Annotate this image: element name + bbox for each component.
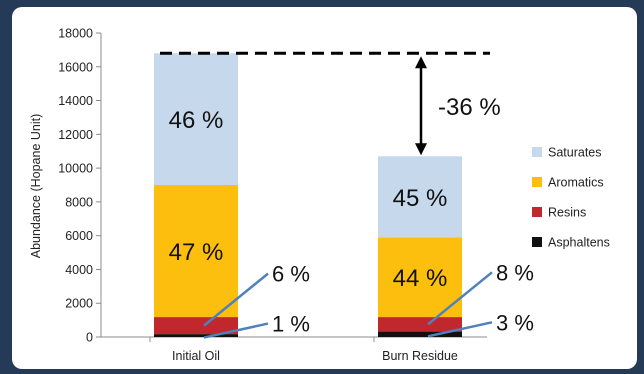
legend-label-saturates: Saturates	[548, 146, 602, 160]
legend-label-aromatics: Aromatics	[548, 176, 604, 190]
callout-percent-label: 3 %	[496, 310, 534, 335]
bar-segment-saturates	[154, 53, 238, 186]
segment-percent-label: 44 %	[393, 265, 448, 292]
bar-segment-asphaltens	[378, 331, 462, 337]
y-tick-label: 12000	[58, 128, 93, 142]
stacked-bar-chart: 0 2000 4000 6000 8000 10000 12000 14000 16000 180…	[29, 27, 610, 364]
callout-leader-line	[203, 272, 269, 327]
callout-percent-label: 6 %	[272, 262, 310, 287]
callout-leader-line	[427, 321, 493, 338]
callout-percent-label: 8 %	[496, 260, 534, 285]
y-tick-label: 2000	[65, 297, 93, 311]
legend-label-asphaltens: Asphaltens	[548, 236, 610, 250]
callout-leader-line	[203, 322, 269, 339]
change-percent-label: -36 %	[438, 94, 501, 121]
y-tick-label: 6000	[65, 229, 93, 243]
y-tick-label: 4000	[65, 263, 93, 277]
legend-label-resins: Resins	[548, 206, 586, 220]
x-category-label: Burn Residue	[382, 349, 458, 363]
x-category-label: Initial Oil	[172, 349, 220, 363]
y-tick-label: 18000	[58, 27, 93, 41]
change-arrow-head-up	[415, 56, 427, 69]
callout-leader-line	[427, 271, 493, 326]
bar-segment-saturates	[378, 156, 462, 238]
bar-segment-asphaltens	[154, 334, 238, 337]
legend: Saturates Aromatics Resins Asphaltens	[532, 146, 610, 250]
y-tick-label: 0	[86, 331, 93, 345]
legend-swatch-resins	[532, 207, 542, 217]
y-tick-label: 14000	[58, 94, 93, 108]
segment-percent-label: 45 %	[393, 185, 448, 212]
bar-segment-aromatics	[378, 237, 462, 318]
change-arrow-head-down	[415, 143, 427, 156]
bars: Initial Oil Burn Residue 46 % 47 % 45 % 44 %	[149, 53, 462, 363]
segment-percent-label: 47 %	[169, 239, 224, 266]
legend-swatch-aromatics	[532, 177, 542, 187]
y-tick-label: 8000	[65, 195, 93, 209]
legend-swatch-asphaltens	[532, 237, 542, 247]
y-axis-title: Abundance (Hopane Unit)	[29, 114, 43, 259]
y-tick-label: 16000	[58, 60, 93, 74]
change-annotation: -36 %	[160, 51, 501, 156]
chart-panel: 0 2000 4000 6000 8000 10000 12000 14000 16000 180…	[12, 7, 637, 369]
y-axis: 0 2000 4000 6000 8000 10000 12000 14000 16000 180…	[58, 27, 487, 345]
y-tick-label: 10000	[58, 162, 93, 176]
bar-segment-resins	[378, 317, 462, 332]
legend-swatch-saturates	[532, 147, 542, 157]
callout-percent-label: 1 %	[272, 312, 310, 337]
callouts: 6 % 1 % 8 % 3 %	[203, 260, 534, 339]
bar-segment-resins	[154, 317, 238, 335]
segment-percent-label: 46 %	[169, 107, 224, 134]
bar-segment-aromatics	[154, 185, 238, 318]
